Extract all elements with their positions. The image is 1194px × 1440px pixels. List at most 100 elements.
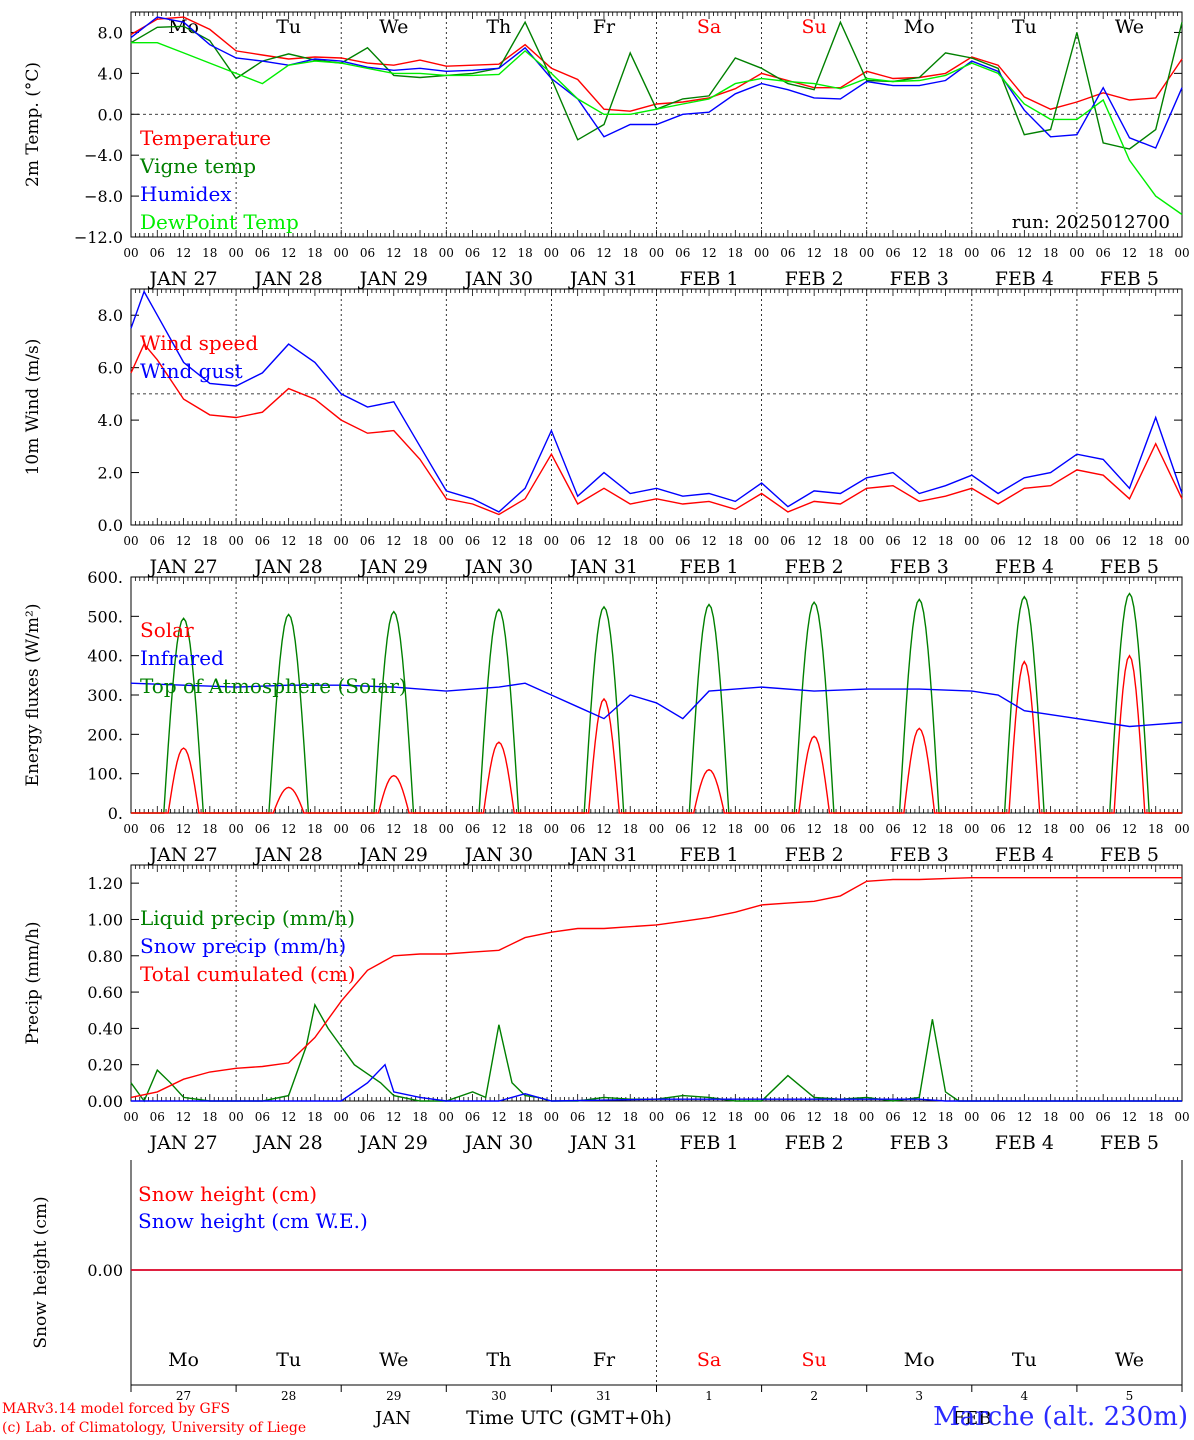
precip-legend-2: Total cumulated (cm): [140, 962, 356, 986]
weekday-label: Mo: [904, 1349, 935, 1371]
hour-tick-label: 00: [228, 1110, 243, 1124]
hour-tick-label: 00: [1069, 822, 1084, 836]
hour-tick-label: 00: [859, 246, 874, 260]
hour-tick-label: 06: [990, 246, 1005, 260]
hour-tick-label: 18: [517, 822, 532, 836]
weekday-label: We: [379, 1349, 408, 1371]
date-tick-label: JAN 29: [358, 1132, 428, 1154]
weekday-label: Th: [486, 1349, 511, 1371]
hour-tick-label: 18: [1148, 534, 1163, 548]
hour-tick-label: 12: [1122, 534, 1137, 548]
day-number-label: 30: [491, 1389, 506, 1403]
hour-tick-label: 18: [938, 822, 953, 836]
hour-tick-label: 06: [255, 534, 270, 548]
hour-tick-label: 06: [990, 822, 1005, 836]
weekday-label: Su: [802, 1349, 827, 1371]
run-label: run: 2025012700: [1012, 212, 1170, 233]
infrared-line: [130, 682, 1183, 728]
date-tick-label: FEB 2: [785, 556, 844, 578]
hour-tick-label: 18: [1148, 822, 1163, 836]
hour-tick-label: 06: [885, 1110, 900, 1124]
weekday-label: Sa: [697, 16, 721, 38]
hour-tick-label: 00: [544, 246, 559, 260]
date-tick-label: JAN 30: [463, 844, 533, 866]
y-tick-label: −12.0: [74, 228, 123, 247]
hour-tick-label: 00: [228, 246, 243, 260]
hour-tick-label: 00: [123, 822, 138, 836]
hour-tick-label: 12: [386, 246, 401, 260]
hour-tick-label: 12: [596, 822, 611, 836]
hour-tick-label: 18: [1043, 534, 1058, 548]
y-tick-label: 0.60: [87, 983, 123, 1002]
day-number-label: 1: [705, 1389, 713, 1403]
hour-tick-label: 00: [123, 246, 138, 260]
y-tick-label: 0.00: [87, 1092, 123, 1111]
y-tick-label: 2.0: [98, 464, 123, 483]
hour-tick-label: 12: [807, 534, 822, 548]
y-tick-label: 4.0: [98, 411, 123, 430]
date-tick-label: JAN 31: [568, 1132, 638, 1154]
weekday-label: Tu: [276, 16, 301, 38]
y-tick-label: 300.: [87, 686, 123, 705]
hour-tick-label: 12: [1122, 246, 1137, 260]
hour-tick-label: 12: [807, 1110, 822, 1124]
hour-tick-label: 06: [255, 1110, 270, 1124]
flux-legend-0: Solar: [140, 618, 194, 642]
hour-tick-label: 06: [780, 822, 795, 836]
y-tick-label: −4.0: [84, 146, 123, 165]
weekday-label: Th: [486, 16, 511, 38]
hour-tick-label: 06: [780, 246, 795, 260]
hour-tick-label: 00: [649, 534, 664, 548]
hour-tick-label: 06: [255, 822, 270, 836]
hour-tick-label: 12: [701, 534, 716, 548]
day-number-label: 31: [596, 1389, 611, 1403]
hour-tick-label: 18: [938, 534, 953, 548]
hour-tick-label: 12: [701, 822, 716, 836]
date-tick-label: JAN 31: [568, 844, 638, 866]
y-tick-label: 0.0: [98, 516, 123, 535]
hour-tick-label: 00: [964, 822, 979, 836]
precip-legend-1: Snow precip (mm/h): [140, 934, 346, 958]
hour-tick-label: 12: [386, 822, 401, 836]
hour-tick-label: 18: [833, 534, 848, 548]
temp-legend-2: Humidex: [140, 182, 232, 206]
temp-legend-3: DewPoint Temp: [140, 210, 299, 234]
hour-tick-label: 06: [675, 1110, 690, 1124]
hour-tick-label: 06: [675, 822, 690, 836]
hour-tick-label: 00: [439, 1110, 454, 1124]
hour-tick-label: 00: [1174, 1110, 1189, 1124]
precip-legend-0: Liquid precip (mm/h): [140, 906, 355, 930]
hour-tick-label: 12: [807, 246, 822, 260]
date-tick-label: FEB 3: [890, 844, 949, 866]
hour-tick-label: 12: [176, 534, 191, 548]
hour-tick-label: 18: [1148, 1110, 1163, 1124]
day-number-label: 28: [281, 1389, 296, 1403]
hour-tick-label: 00: [754, 534, 769, 548]
hour-tick-label: 12: [807, 822, 822, 836]
date-tick-label: FEB 5: [1100, 844, 1159, 866]
y-axis-label: 10m Wind (m/s): [23, 339, 43, 476]
hour-tick-label: 18: [623, 534, 638, 548]
hour-tick-label: 06: [780, 1110, 795, 1124]
date-tick-label: FEB 4: [995, 1132, 1054, 1154]
y-tick-label: 1.20: [87, 874, 123, 893]
hour-tick-label: 12: [491, 1110, 506, 1124]
hour-tick-label: 06: [360, 1110, 375, 1124]
snow-legend-0: Snow height (cm): [138, 1182, 317, 1206]
y-tick-label: 4.0: [98, 64, 123, 83]
wind-legend-0: Wind speed: [140, 331, 258, 355]
hour-tick-label: 12: [281, 246, 296, 260]
hour-tick-label: 00: [334, 1110, 349, 1124]
x-axis-title: Time UTC (GMT+0h): [466, 1407, 672, 1429]
y-axis-label: 2m Temp. (°C): [23, 62, 43, 187]
date-tick-label: FEB 2: [785, 844, 844, 866]
hour-tick-label: 00: [334, 246, 349, 260]
hour-tick-label: 12: [1122, 1110, 1137, 1124]
hour-tick-label: 00: [123, 1110, 138, 1124]
date-tick-label: JAN 28: [253, 1132, 323, 1154]
hour-tick-label: 00: [754, 246, 769, 260]
hour-tick-label: 06: [885, 534, 900, 548]
y-tick-label: 0.00: [87, 1261, 123, 1280]
hour-tick-label: 00: [228, 534, 243, 548]
date-tick-label: JAN 28: [253, 844, 323, 866]
